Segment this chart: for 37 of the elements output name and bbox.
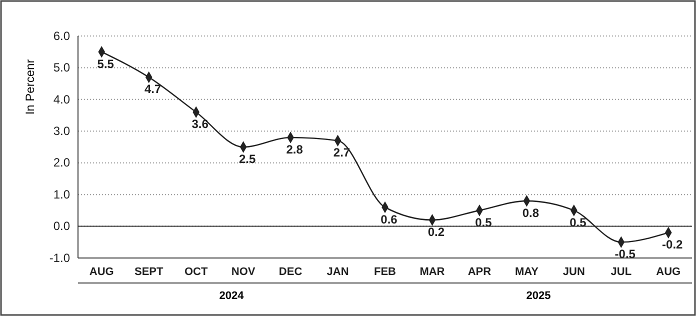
text: 2025	[526, 290, 551, 302]
x-tick-label: OCT	[184, 266, 208, 278]
data-label: -0.5	[614, 247, 636, 262]
data-label: 0.2	[428, 224, 445, 239]
y-tick-label: 0.0	[53, 219, 70, 234]
data-label: 2.8	[286, 142, 304, 156]
data-label: 3.6	[192, 117, 209, 132]
x-tick-label: NOV	[231, 266, 256, 278]
data-label: 0.5	[570, 215, 587, 230]
x-tick-label: MAY	[514, 266, 540, 278]
x-tick-label: FEB	[374, 266, 396, 278]
y-tick-label: 1.0	[53, 187, 70, 202]
x-tick-label: JUL	[610, 266, 632, 278]
data-label: 0.5	[475, 215, 492, 230]
text: 2024	[219, 290, 245, 302]
y-tick-label: 6.0	[53, 28, 70, 43]
x-tick-label: APR	[468, 266, 492, 278]
y-tick-label: 3.0	[53, 124, 70, 138]
x-tick-label: JAN	[326, 266, 349, 278]
data-label: 2.5	[238, 152, 256, 166]
x-tick-label: AUG	[656, 266, 681, 278]
y-tick-label: 5.0	[53, 60, 70, 75]
data-label: 4.7	[144, 82, 162, 96]
x-tick-label: SEPT	[134, 266, 164, 278]
x-tick-label: JUN	[562, 266, 585, 278]
data-label: 2.7	[333, 146, 350, 160]
y-tick-label: 4.0	[53, 92, 70, 106]
x-tick-label: MAR	[420, 266, 445, 278]
data-label: 5.5	[97, 56, 114, 71]
y-axis-title: In Percenr	[23, 59, 37, 115]
x-tick-label: AUG	[89, 266, 114, 278]
y-tick-label: 2.0	[53, 156, 70, 170]
y-tick-label: -1.0	[49, 250, 70, 265]
x-tick-label: DEC	[278, 266, 302, 278]
data-label: 0.6	[380, 212, 398, 226]
data-label: 0.8	[522, 206, 540, 220]
data-label: -0.2	[662, 238, 684, 252]
